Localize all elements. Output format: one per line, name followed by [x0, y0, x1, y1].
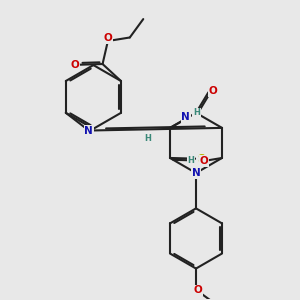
Text: N: N [182, 112, 190, 122]
Text: H: H [188, 156, 194, 165]
Text: O: O [71, 60, 80, 70]
Text: N: N [84, 125, 93, 136]
Text: S: S [197, 154, 205, 164]
Text: H: H [193, 108, 200, 117]
Text: O: O [193, 286, 202, 296]
Text: N: N [192, 168, 200, 178]
Text: O: O [103, 33, 112, 43]
Text: O: O [209, 86, 218, 96]
Text: O: O [199, 156, 208, 166]
Text: H: H [144, 134, 151, 142]
